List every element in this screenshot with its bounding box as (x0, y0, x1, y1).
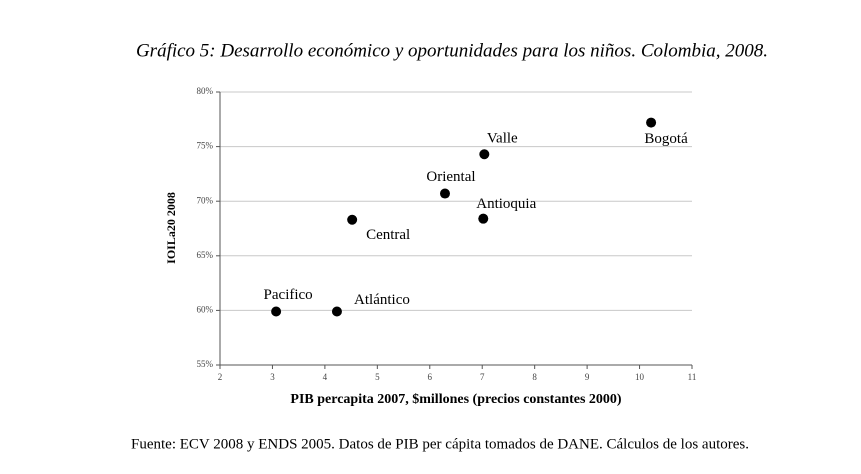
point-label: Oriental (426, 169, 475, 185)
point-label: Atlántico (354, 292, 410, 308)
x-tick-label: 10 (635, 372, 645, 382)
point-label: Central (366, 227, 410, 243)
data-point (331, 306, 342, 317)
y-tick-label: 75% (197, 141, 214, 151)
y-tick-label: 80% (197, 86, 214, 96)
data-point (646, 117, 657, 128)
data-point (439, 188, 450, 199)
x-tick-label: 6 (428, 372, 433, 382)
x-tick-label: 7 (480, 372, 485, 382)
data-point (347, 214, 358, 225)
y-axis-title: IOILa20 2008 (164, 192, 178, 264)
point-label: Bogotá (644, 131, 688, 147)
x-tick-label: 9 (585, 372, 590, 382)
data-point (479, 149, 490, 160)
x-tick-label: 11 (688, 372, 697, 382)
data-point (271, 306, 282, 317)
x-tick-label: 2 (218, 372, 223, 382)
data-point (478, 213, 489, 224)
y-tick-label: 60% (197, 304, 214, 314)
source-note: Fuente: ECV 2008 y ENDS 2005. Datos de P… (131, 436, 749, 452)
y-tick-label: 65% (197, 250, 214, 260)
x-axis-title: PIB percapita 2007, $millones (precios c… (290, 392, 622, 407)
point-label: Valle (487, 131, 518, 147)
x-tick-label: 4 (323, 372, 328, 382)
point-label: Antioquia (476, 196, 536, 212)
point-label: Pacifico (264, 287, 313, 303)
y-tick-label: 70% (197, 195, 214, 205)
chart-title: Gráfico 5: Desarrollo económico y oportu… (136, 40, 768, 61)
x-tick-label: 8 (532, 372, 537, 382)
y-tick-label: 55% (197, 359, 214, 369)
x-tick-label: 3 (270, 372, 275, 382)
x-tick-label: 5 (375, 372, 380, 382)
